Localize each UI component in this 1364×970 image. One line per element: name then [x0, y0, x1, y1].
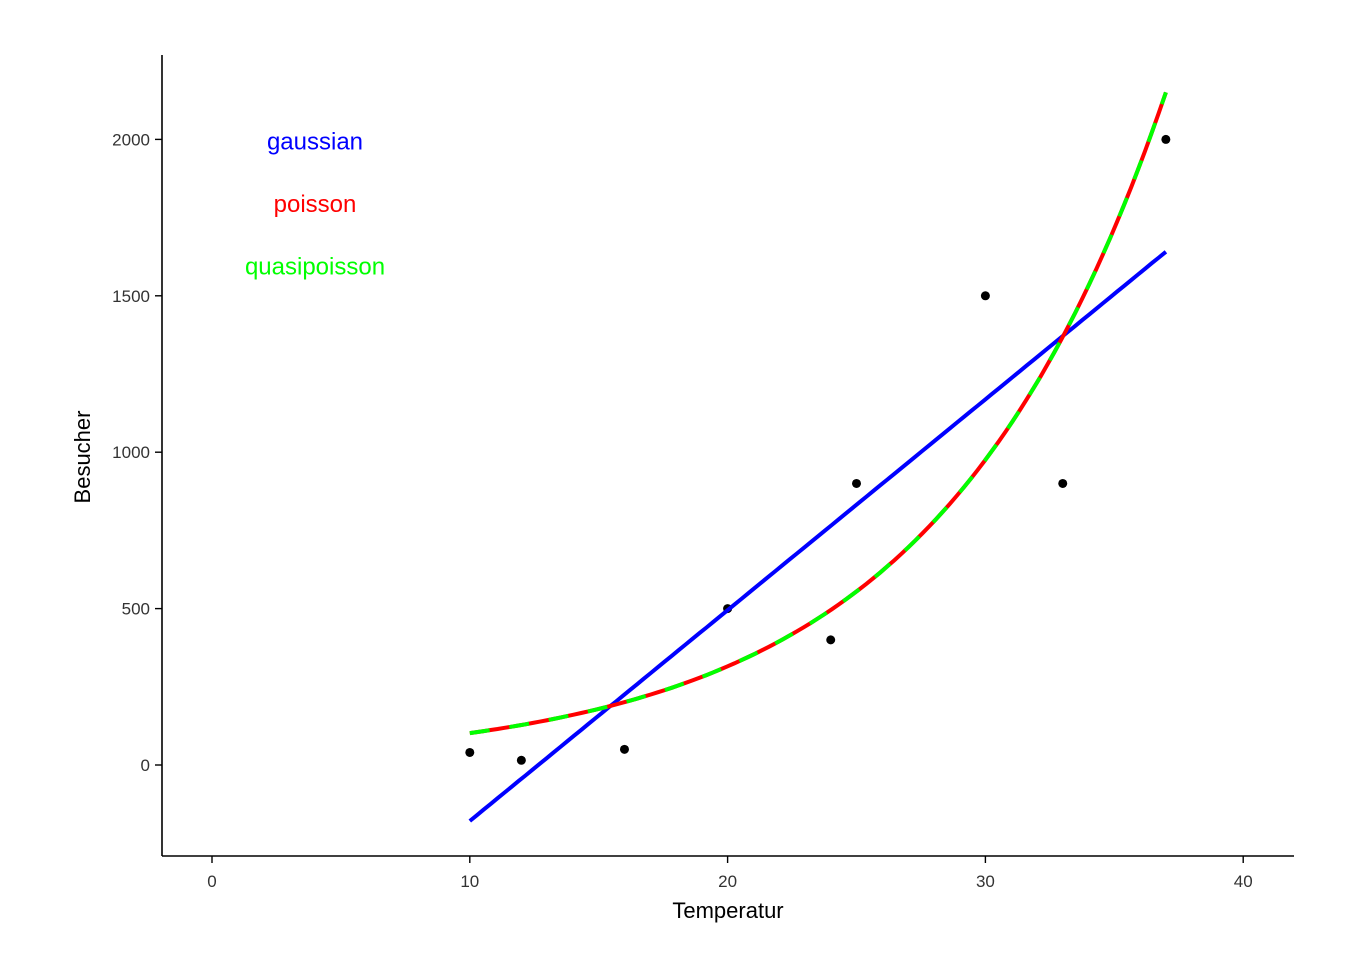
x-tick-label: 40 [1234, 872, 1253, 891]
y-tick-label: 1500 [112, 287, 150, 306]
axis-ticks: 0 10 20 30 40 0 500 1000 1500 2000 [112, 130, 1252, 891]
data-point [1161, 134, 1171, 144]
data-point [516, 755, 526, 765]
fit-line-poisson [469, 91, 1168, 736]
fit-line-gaussian [468, 250, 1168, 823]
x-axis-label: Temperatur [672, 898, 783, 923]
y-tick-label: 0 [141, 756, 150, 775]
data-point [465, 747, 475, 757]
legend-label-gaussian: gaussian [267, 128, 363, 155]
data-point [619, 744, 629, 754]
legend-label-poisson: poisson [274, 191, 357, 218]
x-tick-label: 0 [207, 872, 216, 891]
plot-marks: gaussian poisson quasipoisson [245, 91, 1171, 823]
y-tick-label: 1000 [112, 443, 150, 462]
x-tick-label: 10 [460, 872, 479, 891]
data-point [980, 291, 990, 301]
y-tick-label: 2000 [112, 130, 150, 149]
data-point [1058, 478, 1068, 488]
data-point [826, 635, 836, 645]
y-axis-label: Besucher [70, 411, 95, 504]
data-point [852, 478, 861, 488]
y-tick-label: 500 [122, 600, 150, 619]
x-tick-label: 20 [718, 872, 737, 891]
fit-line-quasipoisson [469, 91, 1168, 736]
x-tick-label: 30 [976, 872, 995, 891]
legend-label-quasipoisson: quasipoisson [245, 254, 385, 281]
